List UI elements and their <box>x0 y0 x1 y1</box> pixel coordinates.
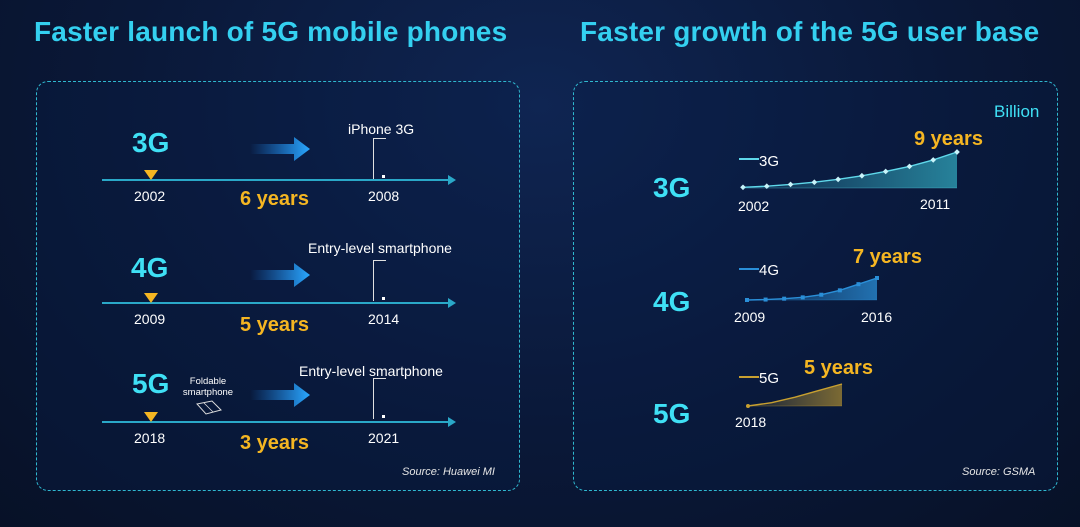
legend-line-5g <box>739 376 759 378</box>
legend-line-3g <box>739 158 759 160</box>
end-year-3g: 2008 <box>368 188 400 204</box>
point-3g-5 <box>859 172 865 179</box>
growth-duration-4g: 7 years <box>853 246 922 268</box>
unit-label: Billion <box>994 102 1040 121</box>
growth-duration-5g: 5 years <box>804 357 873 379</box>
start-year-5g: 2018 <box>134 430 166 446</box>
phone-label-5g: Entry-level smartphone <box>299 363 443 379</box>
series-line-4g <box>746 277 878 301</box>
arrow-icon <box>250 383 310 407</box>
arrow-icon <box>250 263 310 287</box>
phone-label-3g: iPhone 3G <box>348 121 415 137</box>
duration-3g: 6 years <box>240 188 309 210</box>
series-line-5g <box>747 383 843 407</box>
growth-end-4g: 2016 <box>861 309 893 325</box>
area-5g <box>748 384 842 406</box>
point-4g-2 <box>782 296 787 301</box>
phone-icon <box>373 378 386 419</box>
growth-start-3g: 2002 <box>738 198 770 214</box>
point-4g-0 <box>745 298 749 302</box>
start-year-3g: 2002 <box>134 188 166 204</box>
timeline-5g <box>102 417 456 427</box>
gen-label-5g: 5G <box>132 368 170 399</box>
legend-3g: 3G <box>759 153 780 170</box>
point-3g-9 <box>954 149 960 155</box>
growth-duration-3g: 9 years <box>914 128 983 150</box>
point-3g-1 <box>763 183 770 190</box>
point-3g-6 <box>882 168 889 175</box>
phone-icon <box>373 260 386 301</box>
marker-triangle-icon <box>144 412 158 422</box>
growth-gen-3g: 3G <box>653 172 691 203</box>
foldable-label: Foldable smartphone <box>182 376 234 398</box>
legend-5g: 5G <box>759 370 780 387</box>
right-source: Source: GSMA <box>962 466 1036 478</box>
point-4g-5 <box>837 288 842 293</box>
left-source: Source: Huawei MI <box>402 466 495 478</box>
growth-end-3g: 2011 <box>920 196 951 212</box>
growth-start-5g: 2018 <box>735 414 767 430</box>
growth-gen-4g: 4G <box>653 286 691 317</box>
area-3g <box>743 152 957 188</box>
point-3g-3 <box>811 179 818 186</box>
legend-line-4g <box>739 268 759 270</box>
gen-label-4g: 4G <box>131 252 169 283</box>
point-4g-7 <box>875 276 879 280</box>
duration-5g: 3 years <box>240 432 309 454</box>
point-5g-0 <box>746 404 750 408</box>
marker-triangle-icon <box>144 293 158 303</box>
end-year-5g: 2021 <box>368 430 400 446</box>
area-4g <box>747 278 877 300</box>
point-4g-6 <box>856 282 861 287</box>
legend-4g: 4G <box>759 262 780 279</box>
right-title: Faster growth of the 5G user base <box>580 16 1040 47</box>
marker-triangle-icon <box>144 170 158 180</box>
point-3g-4 <box>835 176 841 183</box>
point-3g-0 <box>740 184 746 191</box>
left-title: Faster launch of 5G mobile phones <box>34 16 508 47</box>
point-3g-7 <box>906 163 913 170</box>
end-year-4g: 2014 <box>368 311 400 327</box>
point-4g-1 <box>763 297 768 302</box>
arrow-icon <box>250 137 310 161</box>
foldable-phone-icon <box>196 400 222 415</box>
point-4g-4 <box>819 292 824 297</box>
point-4g-3 <box>800 295 805 300</box>
point-3g-8 <box>930 157 937 163</box>
growth-gen-5g: 5G <box>653 398 691 429</box>
phone-label-4g: Entry-level smartphone <box>308 240 452 256</box>
growth-start-4g: 2009 <box>734 309 766 325</box>
start-year-4g: 2009 <box>134 311 166 327</box>
right-panel <box>573 81 1058 491</box>
timeline-4g <box>102 298 456 308</box>
duration-4g: 5 years <box>240 314 309 336</box>
phone-icon <box>373 138 386 179</box>
timeline-3g <box>102 175 456 185</box>
point-3g-2 <box>787 181 794 188</box>
gen-label-3g: 3G <box>132 127 170 158</box>
series-line-3g <box>742 151 958 188</box>
